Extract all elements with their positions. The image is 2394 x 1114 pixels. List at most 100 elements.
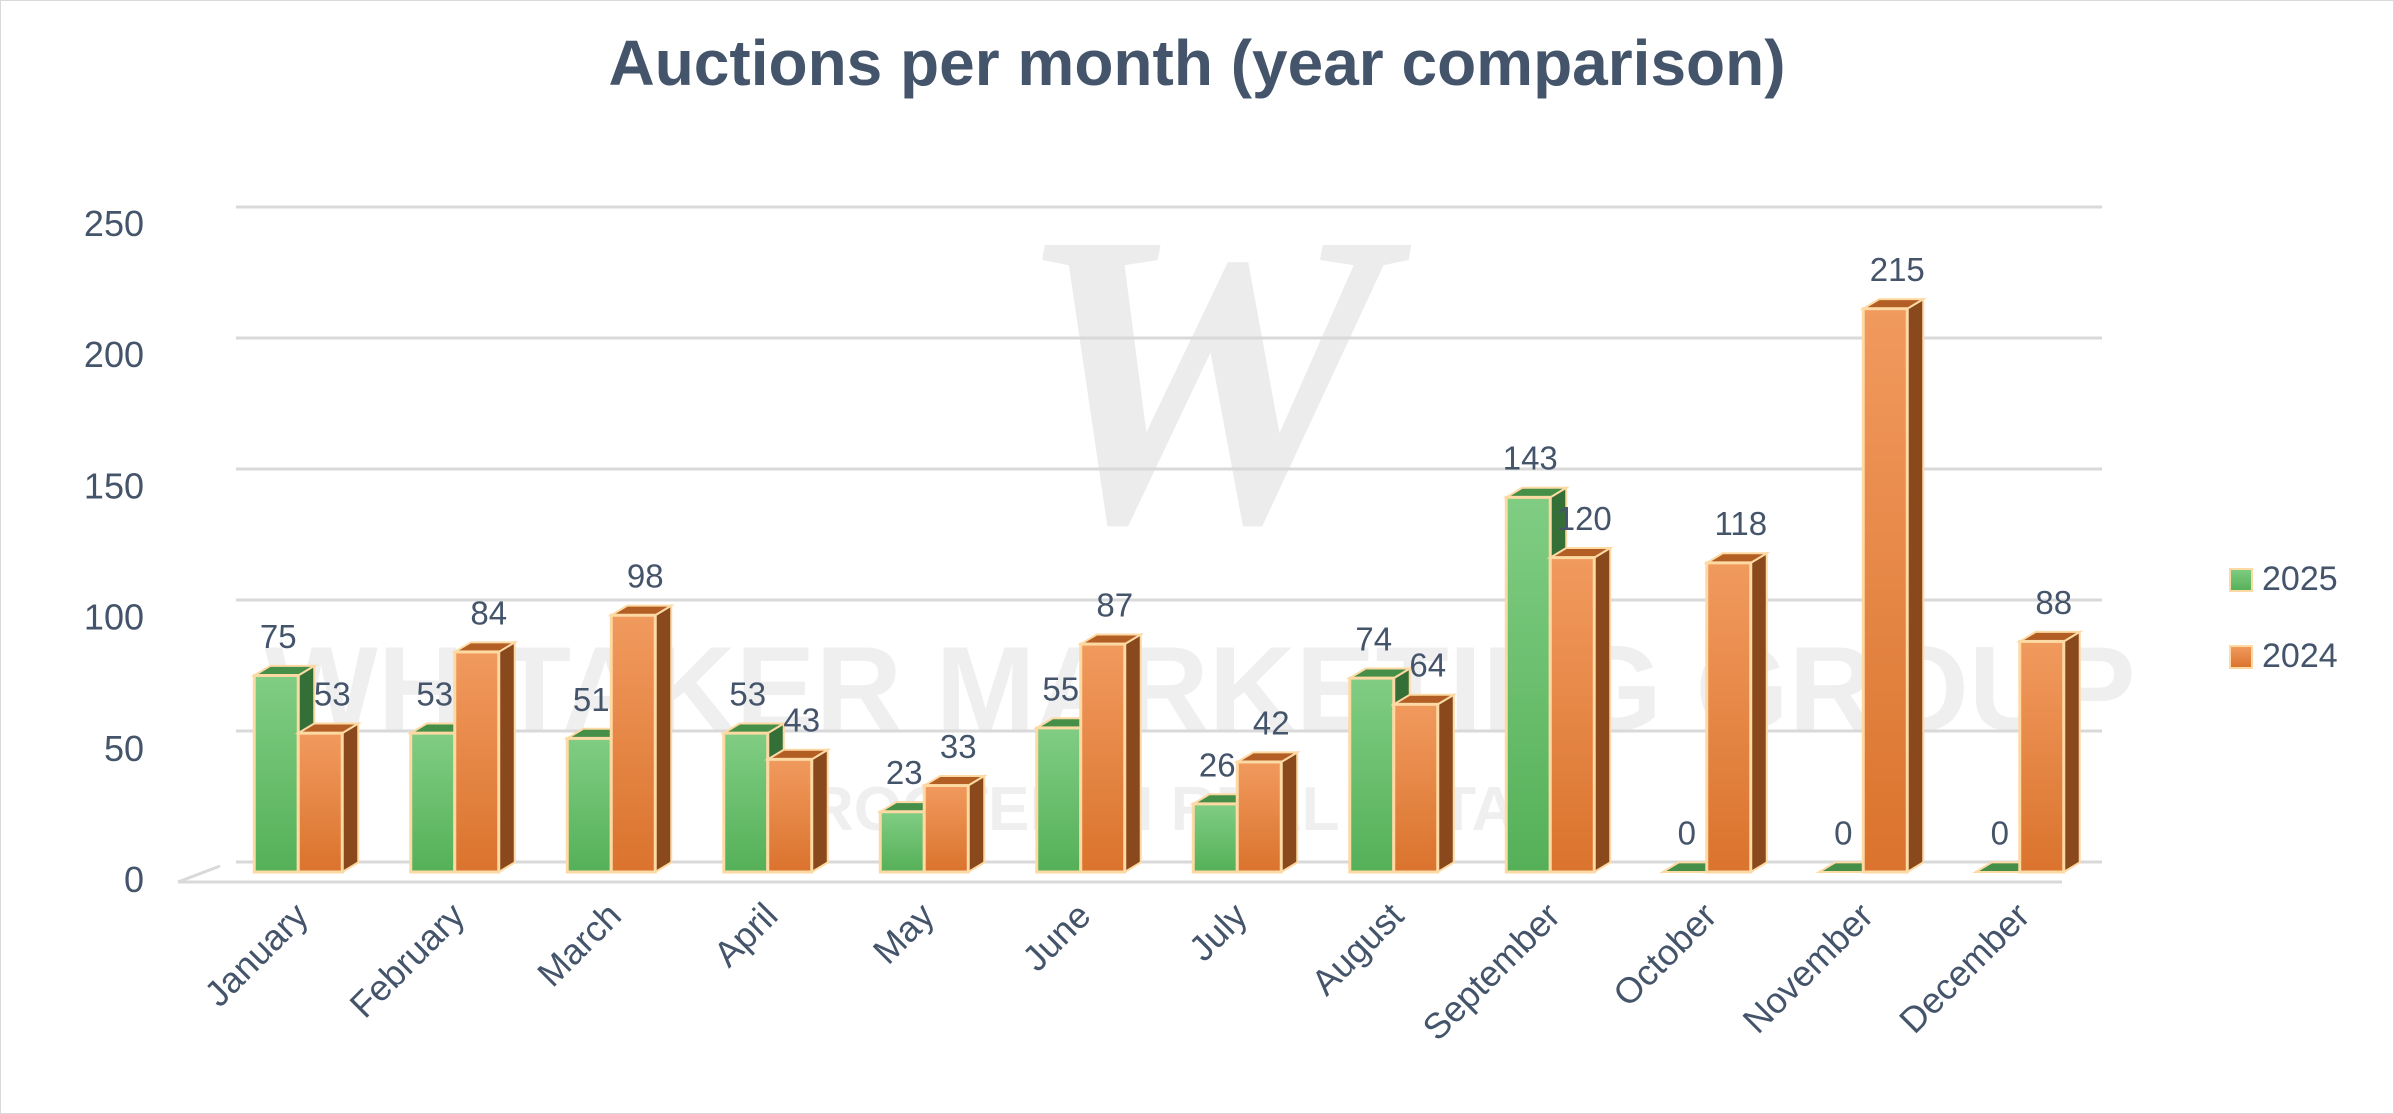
y-tick-label: 150 (84, 465, 144, 506)
bar-side (1749, 551, 1768, 874)
bar-2024-march (607, 603, 675, 874)
data-label: 53 (729, 676, 766, 713)
bar-2024-may (920, 774, 988, 874)
bar-front (1548, 556, 1596, 874)
x-tick-label: June (1014, 895, 1098, 979)
data-label: 74 (1355, 621, 1392, 658)
watermark-monogram: W (1013, 146, 1413, 611)
chart-title: Auctions per month (year comparison) (608, 27, 1786, 99)
bar-front (565, 736, 613, 874)
x-tick-label: May (865, 895, 942, 972)
data-label: 215 (1870, 251, 1925, 288)
bar-front (1079, 642, 1127, 874)
data-label: 143 (1503, 440, 1558, 477)
bar-front (878, 810, 926, 874)
data-label: 75 (260, 618, 297, 655)
bar-side (1123, 632, 1142, 874)
data-label: 53 (416, 676, 453, 713)
legend-label: 2025 (2262, 560, 2338, 598)
x-tick-label: July (1181, 895, 1255, 969)
bar-2024-october (1703, 551, 1771, 874)
bar-front (1191, 802, 1239, 874)
bar-front (922, 784, 970, 874)
bar-side (967, 774, 986, 874)
legend-item-2025: 2025 (2229, 560, 2338, 598)
data-label: 42 (1253, 704, 1290, 741)
bar-front (1705, 561, 1753, 874)
bars-layer (250, 297, 2084, 874)
bar-side (341, 721, 360, 874)
x-tick-label: September (1414, 895, 1568, 1049)
bar-2024-july (1233, 750, 1301, 874)
y-tick-label: 250 (84, 203, 144, 244)
floor-side-edge (177, 864, 221, 884)
x-tick-label: November (1734, 895, 1880, 1041)
data-label: 118 (1714, 505, 1767, 542)
data-label: 88 (2035, 584, 2072, 621)
grid-layer (177, 205, 2102, 884)
bar-front (1035, 726, 1083, 874)
y-tick-label: 200 (84, 334, 144, 375)
data-label: 0 (1834, 814, 1852, 851)
bar-side (1593, 546, 1612, 874)
data-label: 26 (1199, 746, 1236, 783)
watermark-text: WHITAKER MARKETING GROUP (264, 622, 2135, 756)
bar-side (654, 603, 673, 874)
bar-2024-february (451, 640, 519, 874)
bar-front (252, 674, 300, 874)
bar-side (1280, 750, 1299, 874)
bar-2024-august (1390, 692, 1458, 874)
data-label: 87 (1096, 586, 1133, 623)
labels-layer: 75 53 53 84 51 98 53 43 23 33 55 87 26 42 74 64 143 120 0 1… (260, 251, 2072, 851)
bar-2024-april (764, 747, 832, 874)
x-tick-label: February (342, 895, 473, 1026)
y-tick-label: 0 (124, 859, 144, 900)
bar-side (1436, 692, 1455, 874)
legend: 2025 2024 (2229, 560, 2338, 675)
bar-front (1348, 676, 1396, 874)
bar-2024-november (1859, 297, 1927, 874)
data-label: 120 (1557, 500, 1612, 537)
bar-2024-september (1546, 546, 1614, 874)
data-label: 43 (783, 702, 820, 739)
bar-front (766, 757, 814, 874)
data-label: 23 (886, 754, 923, 791)
watermark: W WHITAKER MARKETING GROUP ROOTED IN REA… (264, 146, 2135, 844)
bar-side (497, 640, 516, 874)
legend-swatch (2229, 568, 2253, 592)
bar-2024-june (1077, 632, 1145, 874)
bar-side (810, 747, 829, 874)
bar-front (722, 731, 770, 874)
y-tick-label: 50 (104, 728, 144, 769)
bar-front (453, 650, 501, 874)
data-label: 84 (470, 594, 507, 631)
data-label: 55 (1042, 670, 1079, 707)
data-label: 64 (1409, 647, 1446, 684)
bar-front (2018, 639, 2066, 874)
bar-front (409, 731, 457, 874)
x-tick-label: October (1605, 895, 1725, 1015)
legend-swatch (2229, 645, 2253, 669)
data-label: 33 (940, 728, 977, 765)
x-tick-label: August (1303, 895, 1411, 1003)
data-label: 51 (573, 681, 610, 718)
y-tick-label: 100 (84, 597, 144, 638)
legend-item-2024: 2024 (2229, 637, 2338, 675)
x-tick-label: January (196, 895, 316, 1015)
bar-front (609, 613, 657, 874)
bar-front (1392, 702, 1440, 874)
x-tick-label: April (705, 895, 785, 975)
bar-2024-january (294, 721, 362, 874)
x-tick-label: December (1891, 895, 2037, 1041)
data-label: 53 (314, 676, 351, 713)
legend-label: 2024 (2262, 637, 2338, 675)
data-label: 0 (1991, 814, 2009, 851)
x-tick-label: March (529, 895, 629, 995)
bar-2024-december (2016, 630, 2084, 874)
bar-front (296, 731, 344, 874)
bar-front (1504, 495, 1552, 874)
bar-side (2062, 630, 2081, 874)
bar-side (1906, 297, 1925, 874)
